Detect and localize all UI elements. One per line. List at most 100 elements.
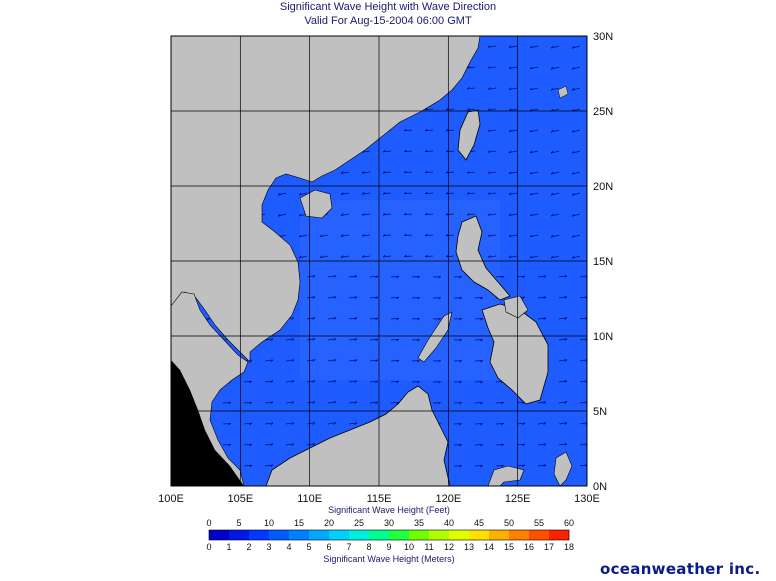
- direction-arrow: [446, 150, 455, 153]
- direction-arrow: [425, 255, 434, 258]
- direction-arrow: [383, 171, 392, 174]
- feet-tick-label: 45: [474, 518, 484, 528]
- direction-arrow-head: [340, 192, 344, 195]
- direction-arrow: [474, 423, 483, 425]
- direction-arrow: [411, 339, 420, 341]
- direction-arrow: [550, 171, 560, 175]
- direction-arrow-head: [249, 401, 253, 405]
- direction-arrow: [285, 359, 295, 362]
- direction-arrow: [508, 129, 518, 132]
- feet-tick-label: 60: [564, 518, 574, 528]
- colorbar-swatch: [409, 530, 430, 540]
- direction-arrow: [529, 234, 539, 238]
- direction-arrow: [319, 255, 329, 259]
- direction-arrow-head: [508, 66, 512, 69]
- direction-arrow: [474, 339, 483, 341]
- direction-arrow: [425, 108, 434, 111]
- colorbar-swatch: [469, 530, 490, 540]
- direction-arrow-head: [277, 213, 281, 217]
- direction-arrow-head: [508, 108, 512, 111]
- direction-arrow-head: [354, 338, 358, 341]
- direction-arrow-head: [354, 296, 358, 299]
- lat-tick-label: 30N: [593, 31, 613, 43]
- lat-tick-label: 10N: [593, 331, 613, 343]
- direction-arrow-head: [354, 359, 358, 362]
- direction-arrow: [474, 381, 483, 383]
- meter-tick-label: 1: [226, 542, 231, 552]
- land-malay-peninsula: [171, 360, 244, 486]
- direction-arrow-head: [228, 423, 232, 426]
- direction-arrow-head: [437, 297, 441, 300]
- direction-arrow: [537, 464, 547, 467]
- direction-arrow: [446, 171, 455, 174]
- direction-arrow-head: [206, 318, 210, 321]
- direction-arrow-head: [312, 380, 316, 383]
- direction-arrow-head: [403, 233, 407, 237]
- direction-arrow-head: [529, 45, 533, 49]
- axis-ticks: 100E 105E 110E 115E 120E 125E 130E 30N 25N 20N 15N…: [158, 31, 613, 505]
- direction-arrow: [572, 66, 581, 70]
- direction-arrow-head: [550, 255, 554, 259]
- direction-arrow: [516, 422, 525, 425]
- direction-arrow-head: [466, 170, 470, 174]
- direction-arrow-head: [228, 402, 232, 405]
- direction-arrow-head: [312, 275, 316, 278]
- direction-arrow: [529, 213, 539, 217]
- direction-arrow: [474, 402, 483, 404]
- direction-arrow: [383, 234, 392, 237]
- direction-arrow-head: [487, 45, 491, 48]
- colorbar-meters-label: Significant Wave Height (Meters): [323, 554, 454, 564]
- meter-tick-label: 10: [404, 542, 414, 552]
- direction-arrow: [508, 87, 518, 90]
- direction-arrow: [348, 317, 358, 320]
- direction-arrow-head: [333, 275, 337, 278]
- direction-arrow: [572, 171, 581, 175]
- land-china: [171, 36, 481, 363]
- direction-arrow-head: [333, 422, 337, 425]
- direction-arrow-head: [479, 423, 483, 426]
- direction-arrow-head: [529, 108, 533, 112]
- direction-arrow-head: [529, 213, 533, 217]
- direction-arrow-head: [571, 234, 575, 238]
- meter-tick-label: 8: [366, 542, 371, 552]
- colorbar-swatch: [289, 530, 310, 540]
- direction-arrow-head: [375, 338, 379, 342]
- direction-arrow-head: [424, 170, 428, 174]
- direction-arrow: [404, 234, 413, 237]
- direction-arrow: [572, 129, 581, 133]
- direction-arrow: [467, 108, 476, 111]
- direction-arrow-head: [458, 381, 462, 384]
- direction-arrow: [327, 359, 337, 362]
- direction-arrow: [529, 192, 539, 196]
- direction-arrow-head: [312, 359, 316, 362]
- direction-arrow-head: [522, 422, 526, 426]
- direction-arrow-head: [312, 401, 316, 404]
- colorbar-swatch: [509, 530, 530, 540]
- direction-arrow-head: [403, 128, 407, 132]
- direction-arrow-head: [298, 192, 302, 196]
- direction-arrow: [348, 380, 358, 383]
- direction-arrow-head: [437, 381, 441, 384]
- direction-arrow: [550, 213, 560, 217]
- direction-arrow-head: [312, 443, 316, 446]
- direction-arrow-head: [424, 233, 428, 237]
- direction-arrow-head: [529, 129, 533, 133]
- direction-arrow: [306, 296, 316, 299]
- direction-arrow: [348, 401, 358, 404]
- direction-arrow-head: [437, 402, 441, 405]
- direction-arrow-head: [396, 338, 400, 342]
- direction-arrow-head: [543, 275, 547, 278]
- direction-arrow-head: [487, 192, 491, 195]
- direction-arrow-head: [340, 213, 344, 216]
- direction-arrow: [278, 213, 287, 217]
- direction-arrow-head: [249, 464, 253, 468]
- direction-arrow: [404, 192, 413, 195]
- direction-arrow-head: [333, 380, 337, 383]
- direction-arrow: [572, 192, 581, 196]
- direction-arrow-head: [564, 296, 568, 299]
- feet-tick-label: 10: [264, 518, 274, 528]
- direction-arrow-head: [312, 338, 316, 341]
- direction-arrow-head: [270, 401, 274, 405]
- direction-arrow-head: [312, 296, 316, 299]
- direction-arrow: [467, 213, 476, 216]
